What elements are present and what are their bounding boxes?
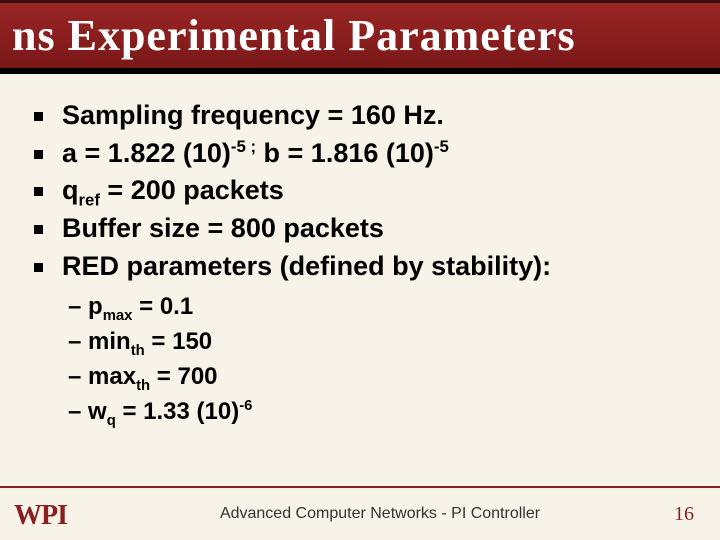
sub-maxth: – maxth = 700 [68, 360, 692, 395]
slide-footer: WPI Advanced Computer Networks - PI Cont… [0, 486, 720, 540]
sub-pmax: – pmax = 0.1 [68, 290, 692, 325]
bullet-list: Sampling frequency = 160 Hz. a = 1.822 (… [34, 98, 692, 284]
slide-body: Sampling frequency = 160 Hz. a = 1.822 (… [0, 74, 720, 429]
wpi-logo-text: WPI [14, 500, 67, 532]
sub-bullet-list: – pmax = 0.1 – minth = 150 – maxth = 700… [68, 290, 692, 429]
bullet-qref: qref = 200 packets [34, 173, 692, 209]
bullet-buffer-size: Buffer size = 800 packets [34, 211, 692, 247]
bullet-a-b-coeffs: a = 1.822 (10)-5 ; b = 1.816 (10)-5 [34, 136, 692, 172]
page-number: 16 [674, 503, 700, 526]
slide-title-bar: ns Experimental Parameters [0, 0, 720, 74]
wpi-logo: WPI [14, 496, 86, 532]
sub-wq: – wq = 1.33 (10)-6 [68, 395, 692, 430]
sub-minth: – minth = 150 [68, 325, 692, 360]
bullet-sampling-freq: Sampling frequency = 160 Hz. [34, 98, 692, 134]
footer-caption: Advanced Computer Networks - PI Controll… [86, 505, 674, 523]
slide-title: ns Experimental Parameters [12, 10, 576, 61]
bullet-red-params: RED parameters (defined by stability): [34, 249, 692, 285]
